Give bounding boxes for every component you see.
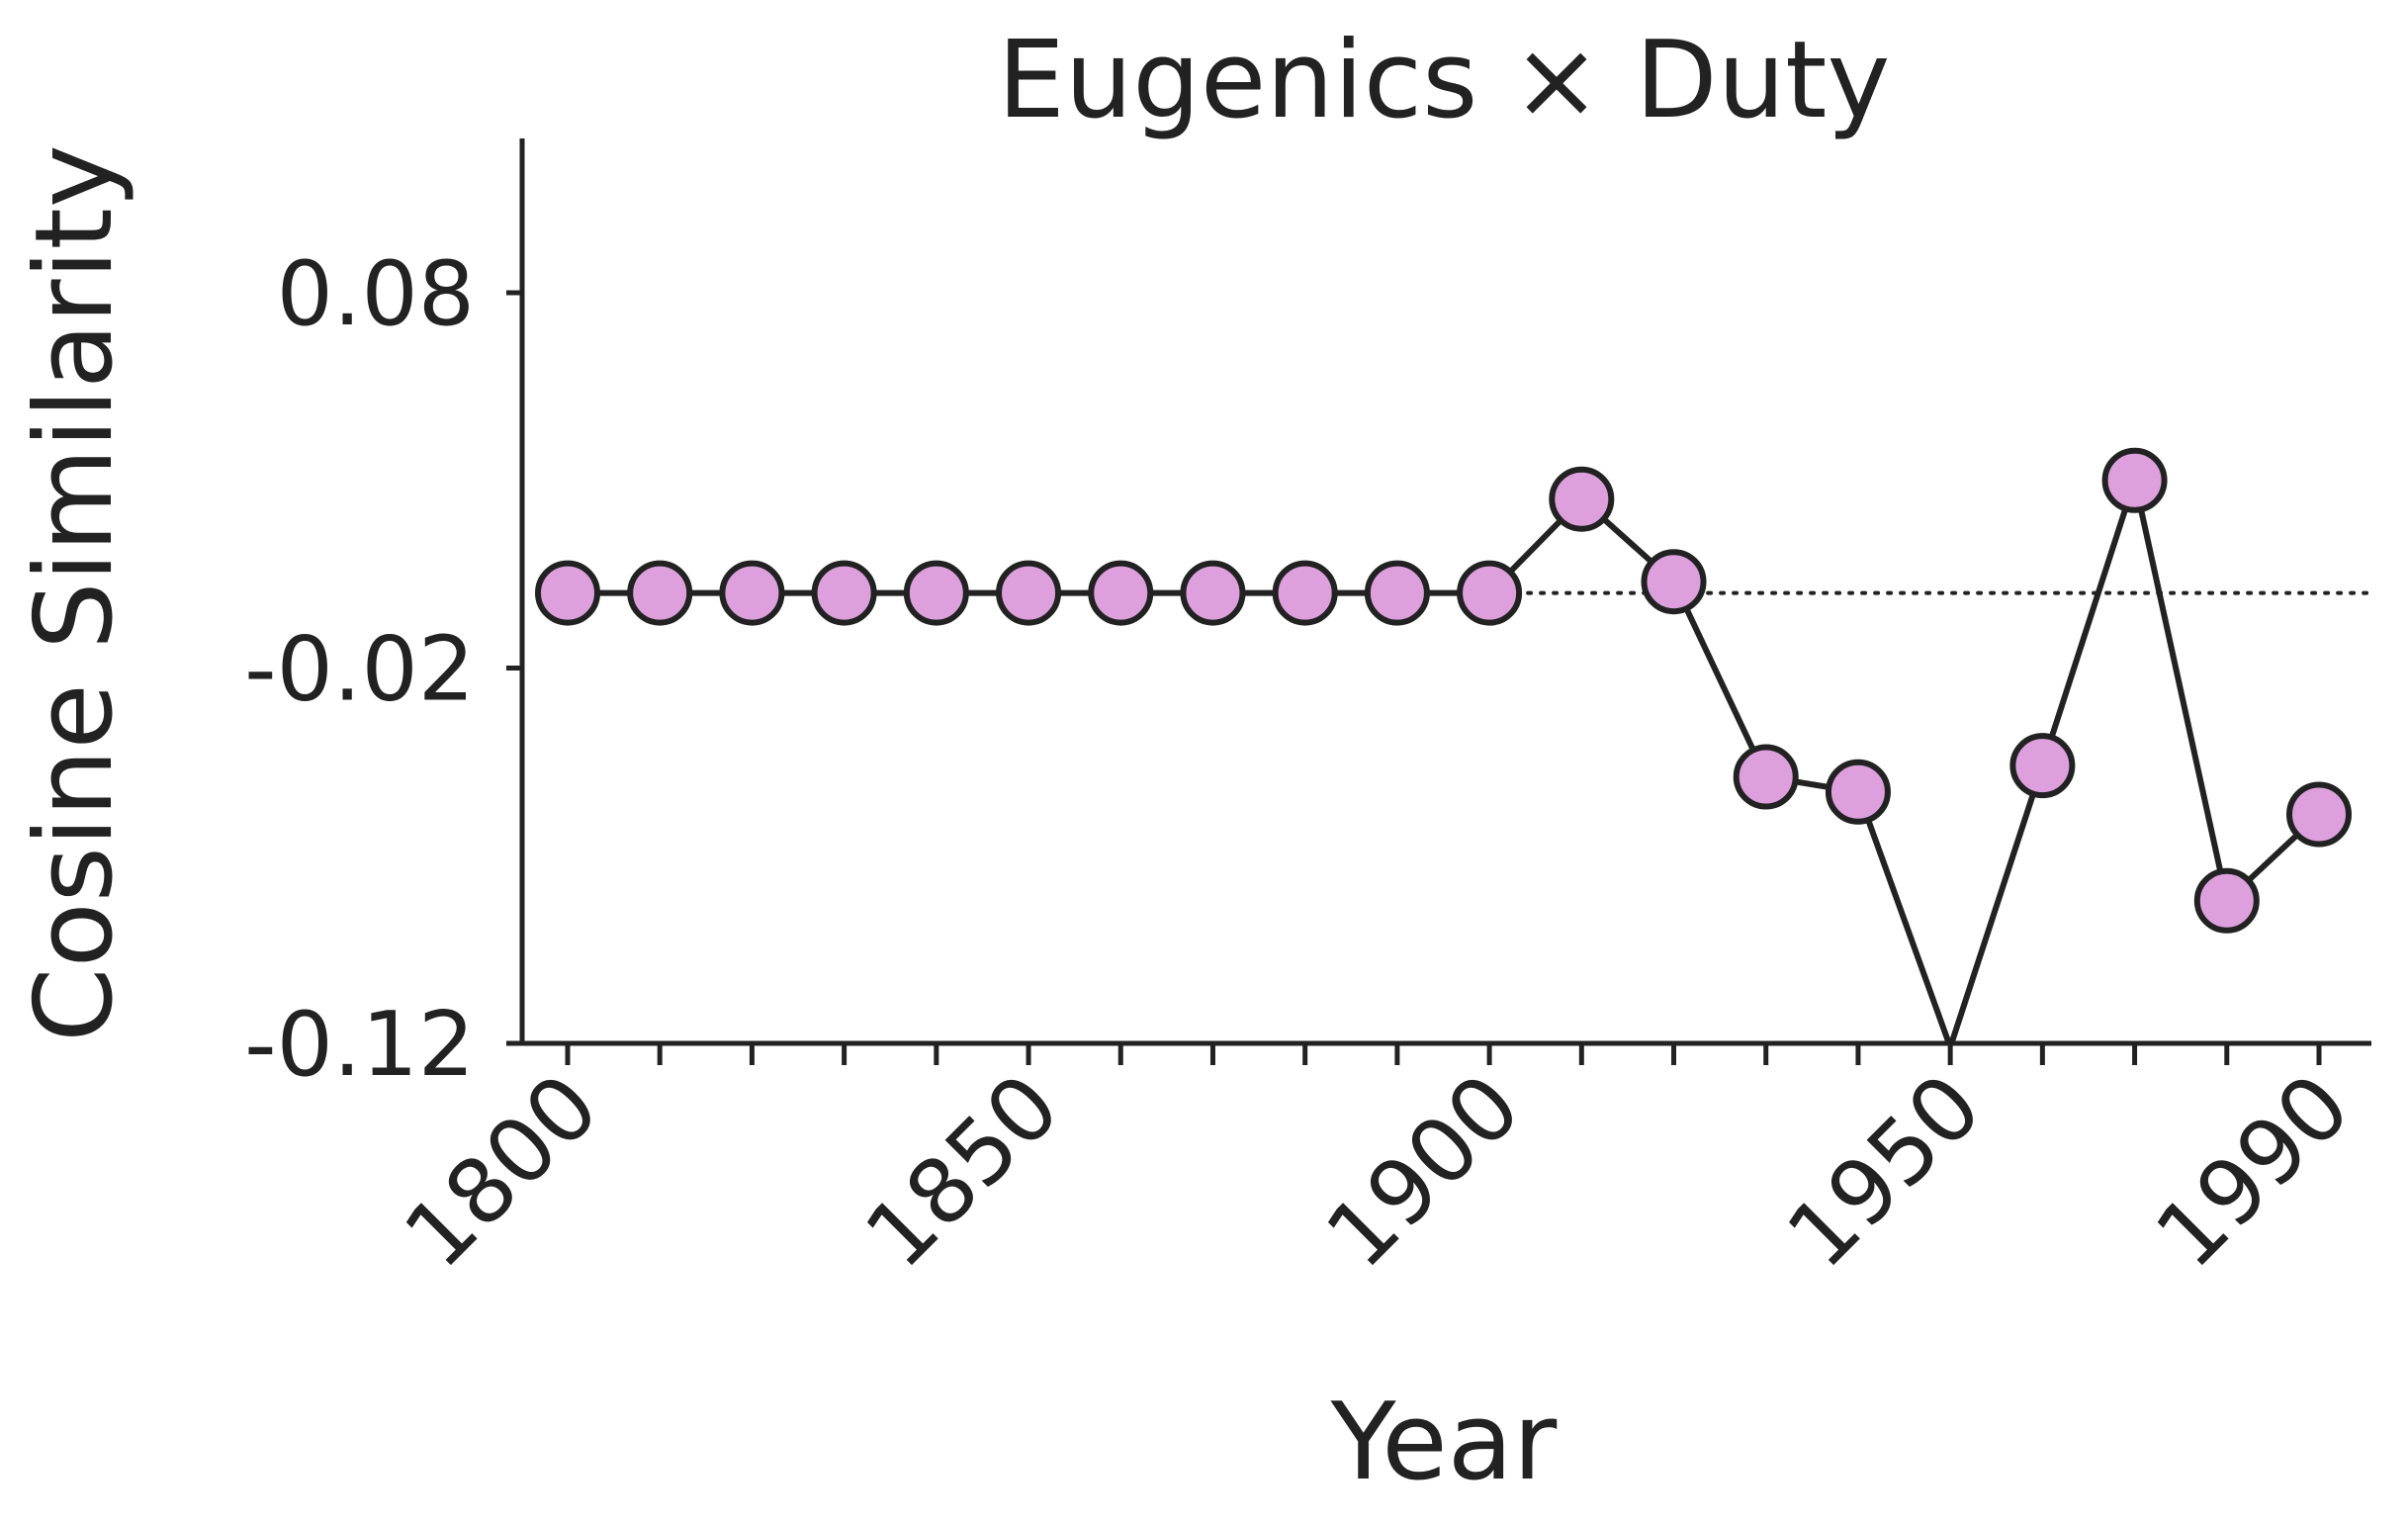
data-point bbox=[996, 560, 1062, 626]
data-point bbox=[2193, 867, 2260, 934]
chart-title: Eugenics × Duty bbox=[998, 19, 1891, 142]
x-tick-label: 1990 bbox=[2136, 1054, 2369, 1288]
data-point bbox=[1549, 466, 1615, 532]
data-point bbox=[2009, 733, 2076, 799]
y-tick-label: -0.02 bbox=[244, 618, 475, 722]
x-axis-ticks: 1800 1850 1900 1950 1990 bbox=[385, 1043, 2370, 1289]
y-tick-label: 0.08 bbox=[277, 242, 475, 346]
data-point bbox=[535, 560, 600, 626]
data-point bbox=[903, 560, 969, 626]
data-point bbox=[1180, 560, 1246, 626]
data-point bbox=[1641, 549, 1707, 615]
data-point bbox=[811, 560, 877, 626]
x-tick-label: 1900 bbox=[1306, 1054, 1540, 1288]
x-tick-label: 1850 bbox=[846, 1054, 1079, 1288]
x-axis-title: Year bbox=[1330, 1381, 1558, 1504]
data-point bbox=[719, 560, 785, 626]
data-point bbox=[1825, 759, 1891, 825]
y-axis-title: Cosine Similarity bbox=[13, 144, 136, 1042]
data-point bbox=[627, 560, 693, 626]
data-point bbox=[2101, 447, 2168, 513]
data-point bbox=[2286, 781, 2352, 848]
data-point bbox=[1733, 744, 1799, 810]
data-point bbox=[1088, 560, 1154, 626]
y-axis-ticks: 0.08 -0.02 -0.12 bbox=[244, 242, 522, 1097]
y-tick-label: -0.12 bbox=[244, 993, 475, 1097]
plot-area bbox=[535, 447, 2369, 1043]
data-point bbox=[1364, 560, 1430, 626]
data-point bbox=[1457, 560, 1523, 626]
x-tick-label: 1950 bbox=[1768, 1054, 2002, 1288]
data-point bbox=[1272, 560, 1338, 626]
